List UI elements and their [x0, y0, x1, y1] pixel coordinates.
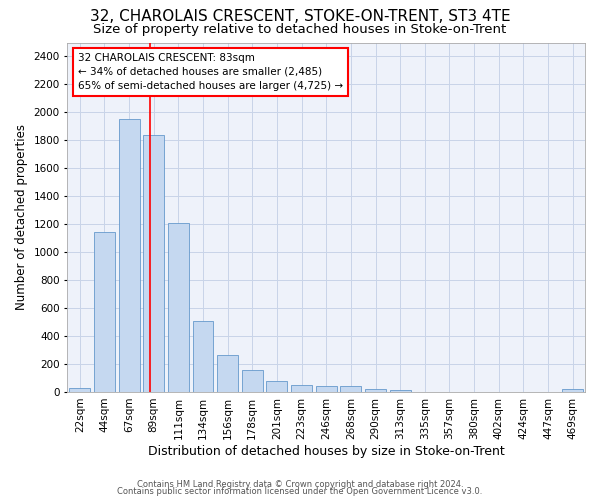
Bar [266, 381, 287, 392]
Bar [94, 232, 115, 392]
Bar [340, 386, 361, 392]
Text: Contains HM Land Registry data © Crown copyright and database right 2024.: Contains HM Land Registry data © Crown c… [137, 480, 463, 489]
Bar [193, 320, 214, 392]
X-axis label: Distribution of detached houses by size in Stoke-on-Trent: Distribution of detached houses by size … [148, 444, 505, 458]
Bar [316, 386, 337, 392]
Text: 32, CHAROLAIS CRESCENT, STOKE-ON-TRENT, ST3 4TE: 32, CHAROLAIS CRESCENT, STOKE-ON-TRENT, … [89, 9, 511, 24]
Bar [291, 385, 312, 392]
Text: Contains public sector information licensed under the Open Government Licence v3: Contains public sector information licen… [118, 488, 482, 496]
Y-axis label: Number of detached properties: Number of detached properties [15, 124, 28, 310]
Bar [69, 388, 90, 392]
Bar [242, 370, 263, 392]
Bar [119, 120, 140, 392]
Bar [143, 136, 164, 392]
Bar [168, 223, 189, 392]
Text: Size of property relative to detached houses in Stoke-on-Trent: Size of property relative to detached ho… [94, 22, 506, 36]
Bar [389, 390, 410, 392]
Text: 32 CHAROLAIS CRESCENT: 83sqm
← 34% of detached houses are smaller (2,485)
65% of: 32 CHAROLAIS CRESCENT: 83sqm ← 34% of de… [78, 53, 343, 91]
Bar [562, 389, 583, 392]
Bar [217, 355, 238, 392]
Bar [365, 389, 386, 392]
